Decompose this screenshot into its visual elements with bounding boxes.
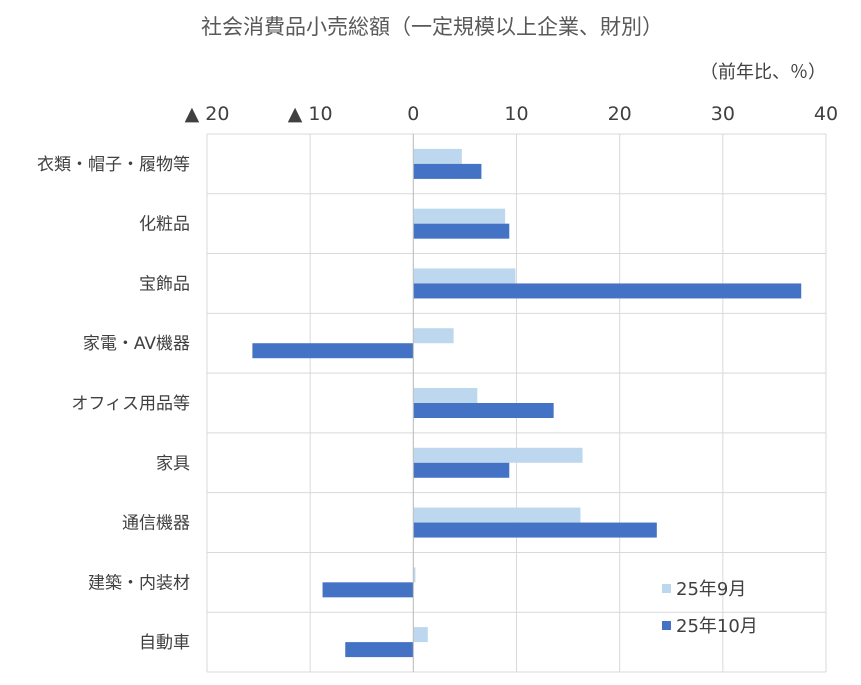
bar-series-2 — [252, 343, 414, 359]
bar-series-2 — [413, 403, 554, 418]
bar-series-1 — [413, 627, 428, 643]
bar-series-1 — [413, 447, 583, 463]
legend-swatch — [662, 621, 671, 630]
bar-series-1 — [413, 567, 416, 583]
category-label: 家具 — [156, 454, 190, 474]
x-tick-label: 20 — [608, 103, 632, 125]
bar-series-2 — [413, 462, 510, 478]
bar-series-1 — [413, 507, 581, 523]
category-label: 宝飾品 — [139, 274, 190, 294]
legend-swatch — [662, 584, 671, 593]
category-label: 衣類・帽子・履物等 — [37, 155, 190, 175]
x-tick-label: ▲ 10 — [288, 103, 333, 125]
category-label: 通信機器 — [122, 514, 190, 534]
bar-series-2 — [345, 642, 414, 658]
x-tick-label: 30 — [711, 103, 735, 125]
chart-title: 社会消費品小売総額（一定規模以上企業、財別） — [201, 15, 663, 39]
category-label: 自動車 — [139, 633, 190, 653]
bar-series-1 — [413, 388, 478, 403]
x-tick-label: 0 — [407, 103, 419, 125]
category-label: 家電・AV機器 — [83, 334, 190, 354]
bar-series-1 — [413, 148, 462, 164]
bar-series-2 — [413, 522, 657, 538]
legend-label: 25年10月 — [676, 616, 758, 637]
bar-series-2 — [413, 283, 802, 299]
bar-series-2 — [413, 223, 510, 239]
category-label: 建築・内装材 — [88, 573, 190, 593]
category-label: 化粧品 — [139, 215, 190, 235]
bar-series-1 — [413, 208, 506, 224]
x-tick-label: ▲ 20 — [185, 103, 230, 125]
unit-label: （前年比、％） — [700, 62, 826, 83]
bar-series-2 — [322, 582, 414, 598]
plot-area: ▲ 20 ▲ 10 0 10 20 30 40 衣類・帽子・履物等化粧品宝飾品家電・AV機器オ… — [37, 103, 838, 673]
x-tick-label: 40 — [814, 103, 838, 125]
bar-series-1 — [413, 328, 454, 344]
category-label: オフィス用品等 — [71, 394, 190, 414]
legend-label: 25年9月 — [676, 579, 746, 600]
bar-series-1 — [413, 268, 516, 284]
x-tick-label: 10 — [504, 103, 528, 125]
bar-series-2 — [413, 163, 482, 179]
